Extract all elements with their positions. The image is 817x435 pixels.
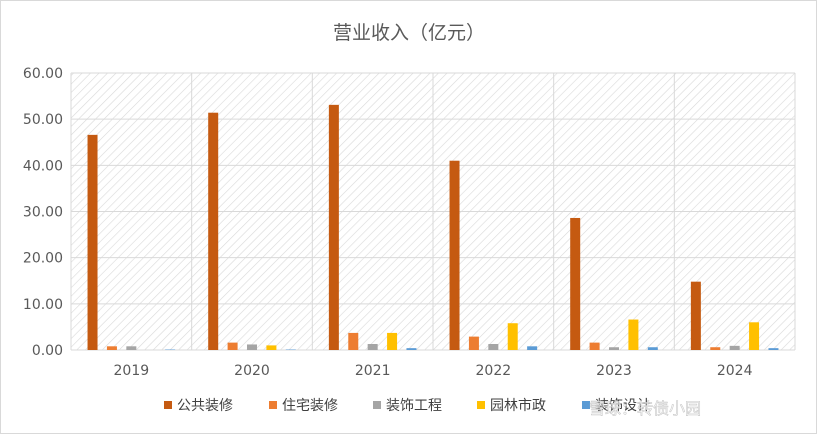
bar-住宅装修-2019 [107,346,117,350]
bar-园林市政-2022 [508,323,518,350]
legend-label: 住宅装修 [282,398,338,414]
legend-swatch-住宅装修 [269,401,277,409]
watermark-text: 雪球：转债小园 [589,399,701,418]
bar-住宅装修-2023 [590,343,600,350]
y-tick-label: 40.00 [23,158,63,174]
chart-title: 营业收入（亿元） [333,22,485,44]
bar-装饰工程-2024 [730,346,740,350]
bar-装饰设计-2023 [648,347,658,350]
x-axis-ticks: 2019 2020 2021 2022 2023 2024 [114,363,753,379]
bar-公共装修-2022 [450,161,460,350]
y-tick-label: 20.00 [23,251,63,267]
bar-住宅装修-2022 [469,337,479,350]
legend-swatch-装饰工程 [373,401,381,409]
bar-装饰工程-2022 [488,344,498,350]
bar-装饰工程-2020 [247,344,257,350]
y-tick-label: 50.00 [23,112,63,128]
y-tick-label: 30.00 [23,205,63,221]
bar-园林市政-2020 [266,345,276,350]
legend-label: 公共装修 [177,398,233,414]
y-tick-label: 60.00 [23,66,63,82]
bar-公共装修-2019 [88,135,98,350]
bar-公共装修-2024 [691,282,701,350]
bar-住宅装修-2021 [348,333,358,350]
bar-装饰设计-2024 [768,348,778,350]
bar-园林市政-2023 [628,320,638,350]
x-tick-label: 2020 [234,363,270,379]
legend-label: 装饰工程 [386,398,442,414]
bar-装饰工程-2023 [609,347,619,350]
bar-装饰设计-2022 [527,346,537,350]
x-tick-label: 2024 [717,363,753,379]
bar-住宅装修-2020 [228,343,238,350]
x-tick-label: 2021 [355,363,391,379]
y-tick-label: 0.00 [32,343,63,359]
bar-装饰工程-2019 [126,346,136,350]
bar-装饰设计-2021 [406,348,416,350]
bar-公共装修-2023 [570,218,580,350]
y-axis-ticks: 0.00 10.00 20.00 30.00 40.00 50.00 60.00 [23,66,63,359]
x-tick-label: 2019 [114,363,150,379]
x-tick-label: 2022 [476,363,512,379]
bar-园林市政-2024 [749,322,759,350]
x-tick-label: 2023 [596,363,632,379]
legend-label: 园林市政 [490,397,546,414]
bar-公共装修-2020 [208,113,218,350]
y-tick-label: 10.00 [23,297,63,313]
bar-住宅装修-2024 [710,347,720,350]
bar-装饰工程-2021 [368,344,378,350]
bar-园林市政-2021 [387,333,397,350]
legend-swatch-园林市政 [477,401,485,409]
bar-公共装修-2021 [329,105,339,350]
legend-swatch-公共装修 [164,401,172,409]
legend: 公共装修住宅装修装饰工程园林市政装饰设计 [164,397,651,414]
